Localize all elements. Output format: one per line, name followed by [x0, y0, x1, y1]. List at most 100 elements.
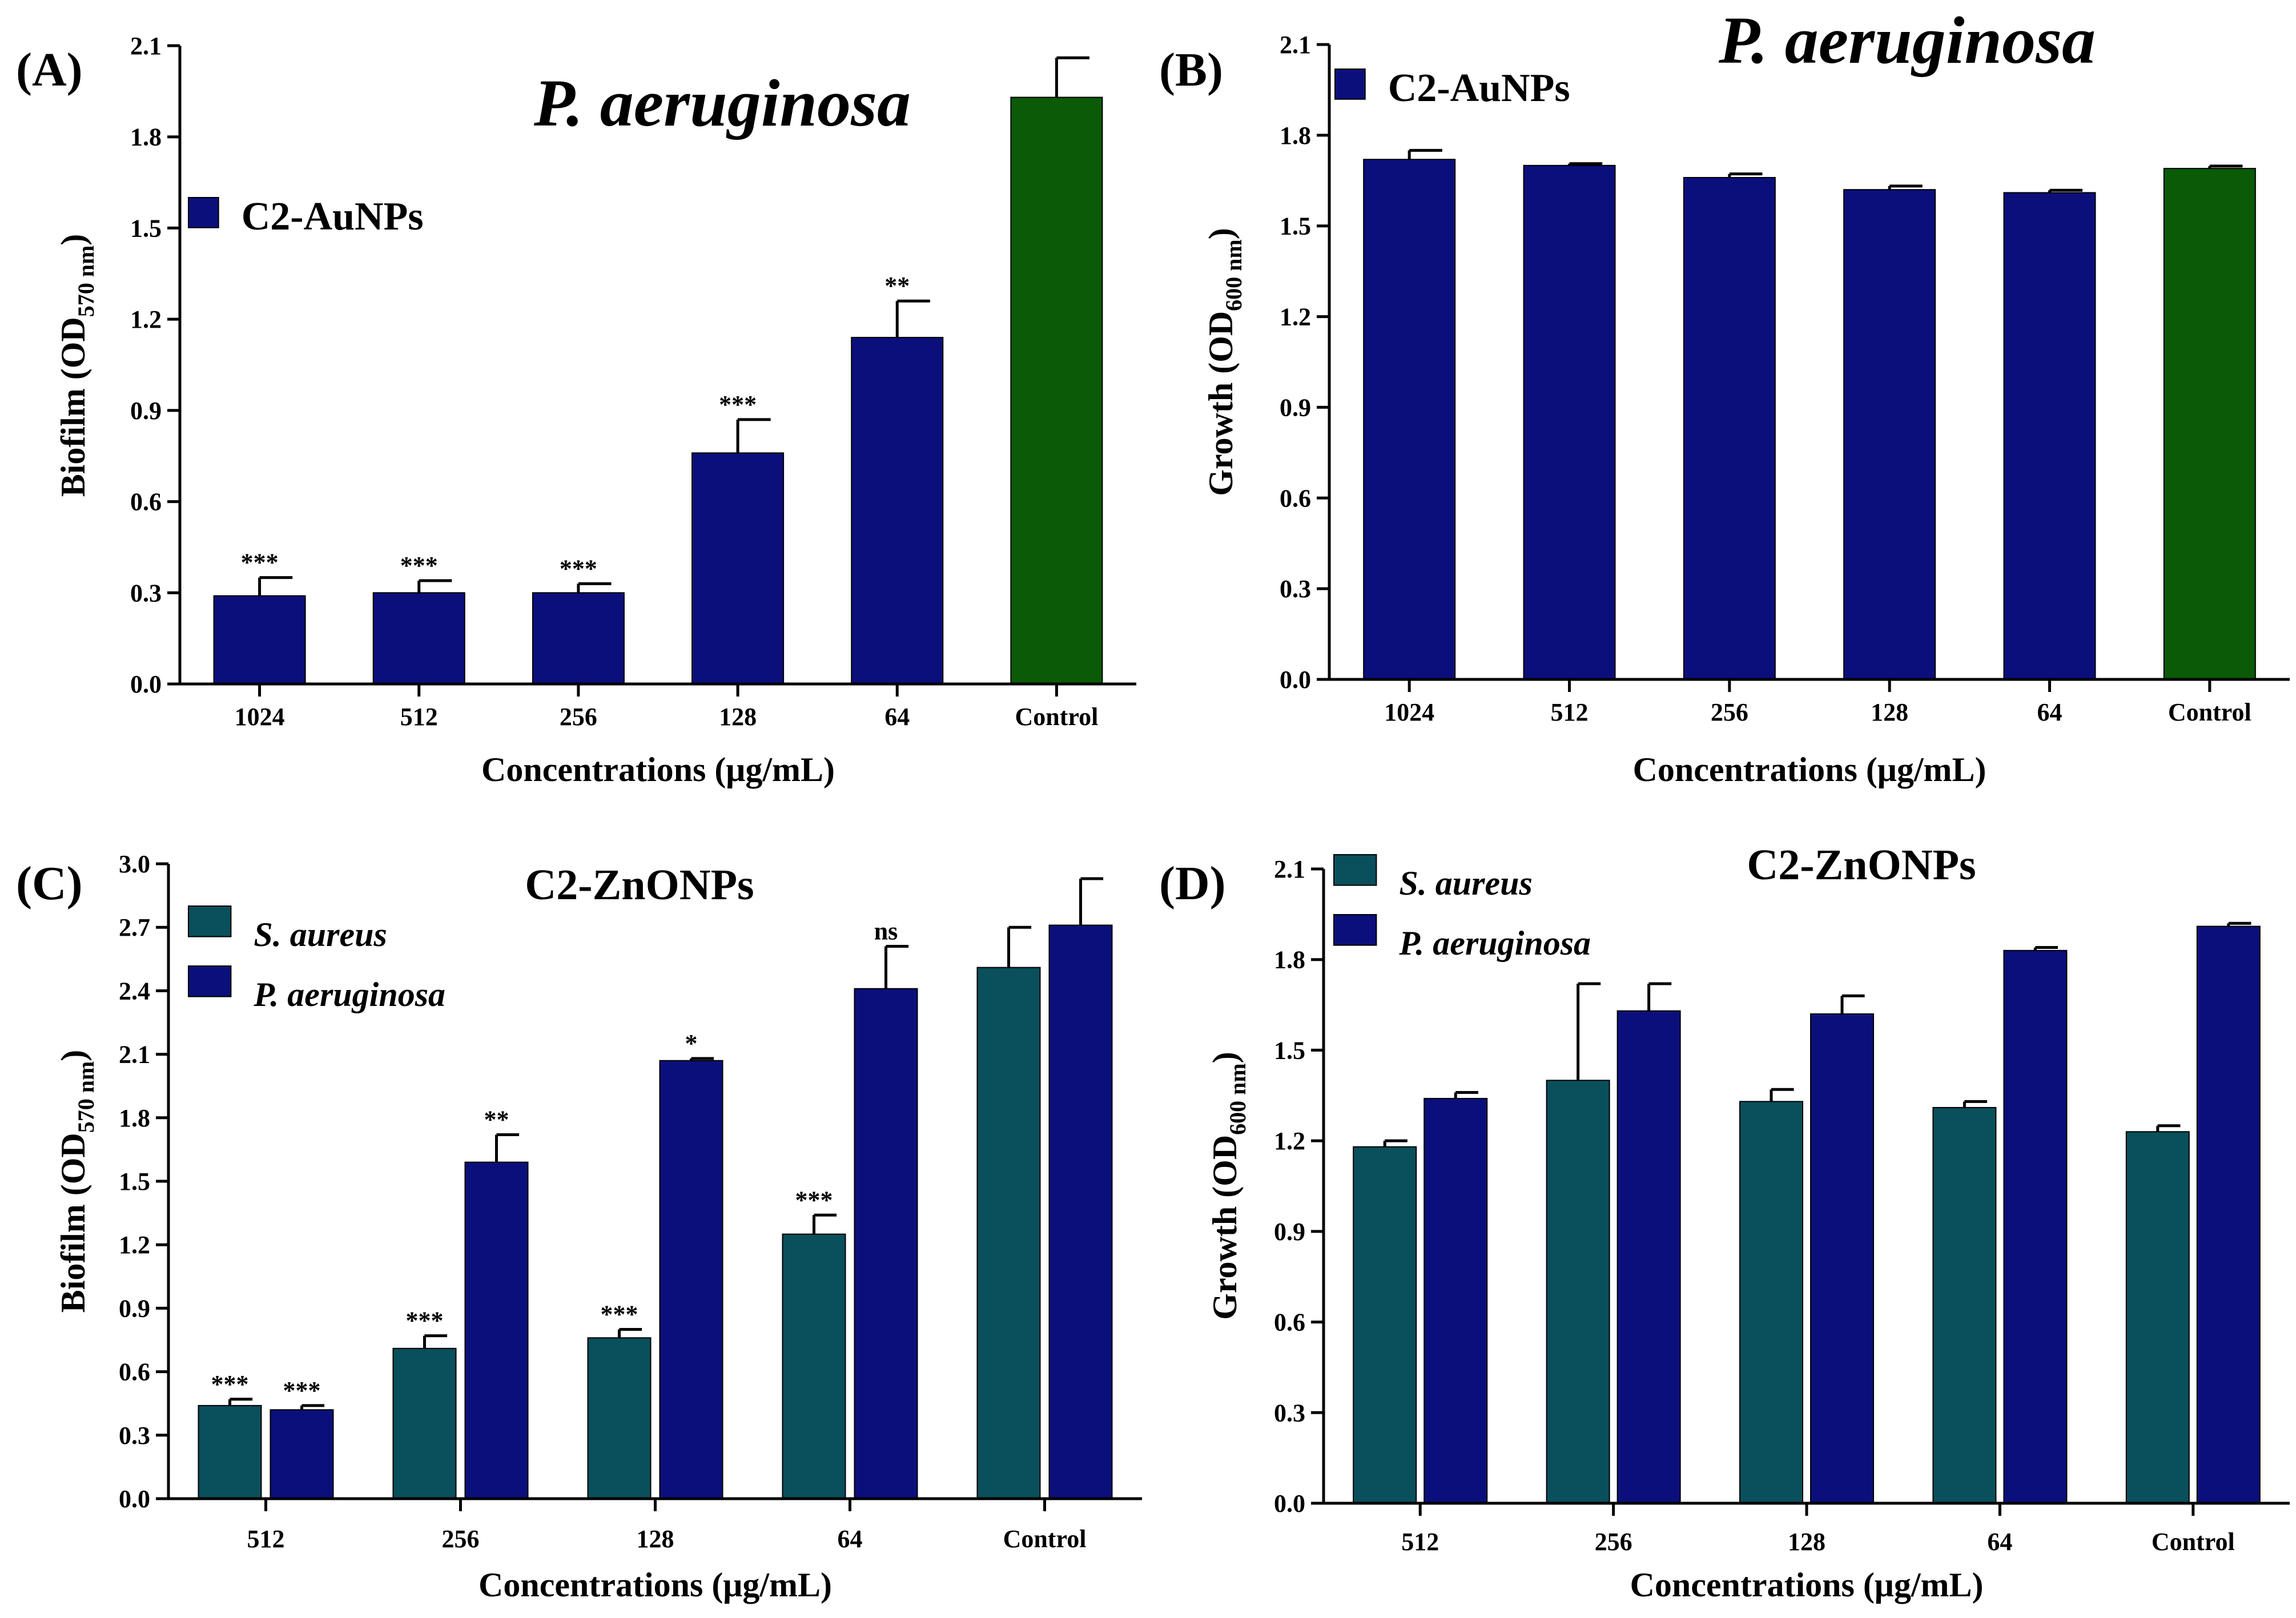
x-tick-label: 64 [1987, 1528, 2012, 1556]
x-tick-label: Control [1015, 703, 1098, 731]
bar-s-aureus-64 [1932, 1106, 1997, 1504]
x-tick-label: Control [1003, 1525, 1087, 1553]
y-tick-label: 2.1 [1280, 31, 1311, 59]
bar-c2-aunps-512 [372, 592, 465, 685]
panel-letter: (B) [1159, 43, 1223, 96]
bar-p-aeruginosa-64 [854, 988, 918, 1499]
bar-c2-aunps-64 [2003, 192, 2096, 680]
x-tick-label: Control [2152, 1528, 2235, 1556]
y-tick-label: 0.0 [1280, 666, 1311, 694]
bar-c2-aunps-128 [1843, 189, 1936, 680]
x-tick-label: 128 [637, 1525, 674, 1553]
significance-label: *** [795, 1186, 833, 1214]
y-tick-label: 2.1 [1274, 855, 1305, 883]
chart-panel-b: 0.0 0.3 0.6 0.9 1.2 1.5 1.8 2.1 1024 512 256 128 64 C… [1159, 3, 2290, 788]
x-tick-label: 256 [1711, 698, 1748, 726]
panel-letter: (D) [1159, 857, 1226, 910]
x-tick-label: 512 [400, 703, 438, 731]
bar-s-aureus-64 [782, 1233, 846, 1500]
chart-panel-d: 0.0 0.3 0.6 0.9 1.2 1.5 1.8 2.1 512 256 128 64 Contr… [1159, 841, 2290, 1604]
y-tick-label: 1.8 [1280, 122, 1311, 150]
bar-p-aeruginosa-512 [1424, 1098, 1488, 1504]
y-tick-label: 2.7 [119, 913, 150, 941]
y-tick-label: 0.6 [1274, 1309, 1305, 1337]
legend-label: C2-AuNPs [242, 195, 424, 239]
x-tick-label: 1024 [1384, 698, 1434, 726]
x-tick-label: 128 [719, 703, 757, 731]
y-tick-label: 1.2 [1274, 1127, 1305, 1155]
y-tick-label: 0.9 [130, 397, 162, 425]
y-axis-label: Growth (OD600 nm) [1206, 1052, 1250, 1319]
legend-swatch [1334, 69, 1366, 100]
x-tick-label: 64 [884, 703, 910, 731]
chart-title: P. aeruginosa [533, 66, 911, 140]
x-tick-label: 64 [838, 1525, 863, 1553]
y-tick-label: 2.4 [119, 977, 150, 1005]
legend-label: S. aureus [254, 916, 387, 953]
chart-panel-c: ****** ************ns0.00.30.60.91.21.51.… [16, 850, 1142, 1604]
significance-label: *** [719, 391, 757, 418]
y-tick-label: 1.8 [1274, 946, 1305, 974]
legend-label: C2-AuNPs [1388, 66, 1570, 110]
significance-label: *** [241, 549, 279, 577]
bar-c2-aunps-256 [532, 592, 625, 685]
y-tick-label: 0.9 [1274, 1218, 1305, 1246]
legend-swatch [1333, 854, 1377, 886]
bar-s-aureus-control [2125, 1131, 2190, 1504]
significance-label: *** [400, 552, 438, 579]
chart-panel-a: *** *** ********0.00.30.60.91.21.51.82.110… [16, 32, 1136, 788]
x-tick-label: 64 [2037, 698, 2062, 726]
y-tick-label: 0.0 [130, 670, 162, 698]
y-tick-label: 0.3 [130, 579, 162, 607]
significance-label: *** [283, 1376, 321, 1404]
y-tick-label: 1.8 [119, 1104, 150, 1132]
significance-label: * [685, 1029, 698, 1057]
bar-c2-aunps-1024 [213, 595, 306, 685]
y-tick-label: 1.5 [1274, 1036, 1305, 1064]
y-axis-label: Growth (OD600 nm) [1202, 228, 1246, 496]
bar-s-aureus-128 [587, 1337, 652, 1499]
significance-label: ** [484, 1105, 509, 1133]
y-tick-label: 3.0 [119, 850, 150, 878]
x-tick-label: 512 [247, 1525, 285, 1553]
bar-p-aeruginosa-control [2196, 925, 2261, 1504]
y-axis-label: Biofilm (OD570 nm) [54, 234, 99, 497]
legend-swatch [188, 197, 219, 228]
bar-p-aeruginosa-512 [270, 1409, 334, 1500]
bar-c2-aunps-256 [1683, 176, 1776, 680]
significance-label: ns [874, 917, 898, 945]
bar-c2-aunps-control [2163, 168, 2256, 681]
y-tick-label: 2.1 [130, 32, 162, 60]
chart-title: P. aeruginosa [1718, 3, 2096, 78]
y-tick-label: 1.2 [130, 305, 162, 333]
bar-c2-aunps-control [1010, 96, 1103, 685]
bar-s-aureus-512 [198, 1404, 262, 1500]
y-tick-label: 0.9 [1280, 393, 1311, 421]
panel-letter: (A) [16, 43, 83, 96]
bar-p-aeruginosa-64 [2003, 949, 2068, 1504]
chart-title: C2-ZnONPs [1747, 841, 1976, 889]
significance-label: *** [560, 554, 597, 582]
legend-swatch [1333, 914, 1377, 946]
y-tick-label: 0.6 [1280, 484, 1311, 512]
y-tick-label: 1.5 [130, 214, 162, 242]
x-tick-label: 1024 [235, 703, 285, 731]
bar-s-aureus-256 [1546, 1080, 1610, 1504]
y-tick-label: 1.2 [119, 1231, 150, 1259]
legend-swatch [188, 965, 232, 997]
y-tick-label: 2.1 [119, 1041, 150, 1069]
significance-label: *** [601, 1300, 638, 1328]
x-axis-label: Concentrations (μg/mL) [478, 1566, 832, 1604]
y-tick-label: 0.6 [119, 1358, 150, 1386]
bar-p-aeruginosa-control [1048, 924, 1113, 1499]
significance-label: *** [211, 1370, 249, 1398]
legend-label: P. aeruginosa [1398, 924, 1591, 962]
y-tick-label: 0.3 [1274, 1399, 1305, 1427]
x-tick-label: 128 [1788, 1528, 1825, 1556]
bar-c2-aunps-512 [1523, 164, 1616, 680]
y-tick-label: 1.2 [1280, 303, 1311, 331]
bar-s-aureus-control [976, 967, 1041, 1500]
chart-title: C2-ZnONPs [525, 861, 754, 909]
significance-label: ** [884, 272, 910, 300]
y-tick-label: 1.5 [119, 1168, 150, 1196]
